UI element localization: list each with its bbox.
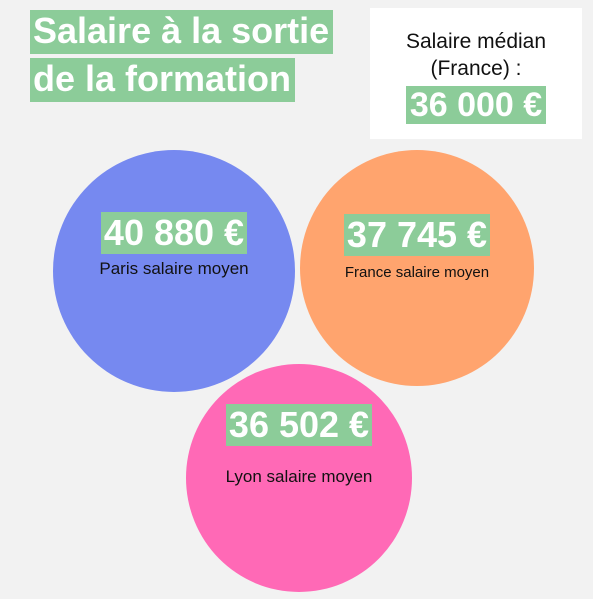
median-label-line-2: (France) : (430, 57, 522, 80)
lyon-salary-circle: 36 502 € Lyon salaire moyen (186, 364, 412, 592)
lyon-salary-label: Lyon salaire moyen (225, 467, 373, 486)
france-salary-circle: 37 745 € France salaire moyen (300, 150, 534, 386)
france-salary-label: France salaire moyen (344, 264, 490, 281)
paris-salary-label: Paris salaire moyen (99, 259, 249, 278)
median-salary-value: 36 000 € (405, 86, 547, 124)
title-line-2: de la formation (30, 58, 296, 102)
median-salary-label: Salaire médian (France) : (370, 28, 582, 82)
lyon-salary-amount: 36 502 € (225, 404, 373, 446)
page-title: Salaire à la sortie de la formation (30, 10, 360, 106)
median-label-line-1: Salaire médian (405, 30, 547, 53)
paris-salary-amount: 40 880 € (100, 212, 248, 254)
title-line-1: Salaire à la sortie (30, 10, 334, 54)
france-salary-amount: 37 745 € (343, 214, 491, 256)
median-salary-card: Salaire médian (France) : 36 000 € (370, 8, 582, 139)
paris-salary-circle: 40 880 € Paris salaire moyen (53, 150, 295, 392)
